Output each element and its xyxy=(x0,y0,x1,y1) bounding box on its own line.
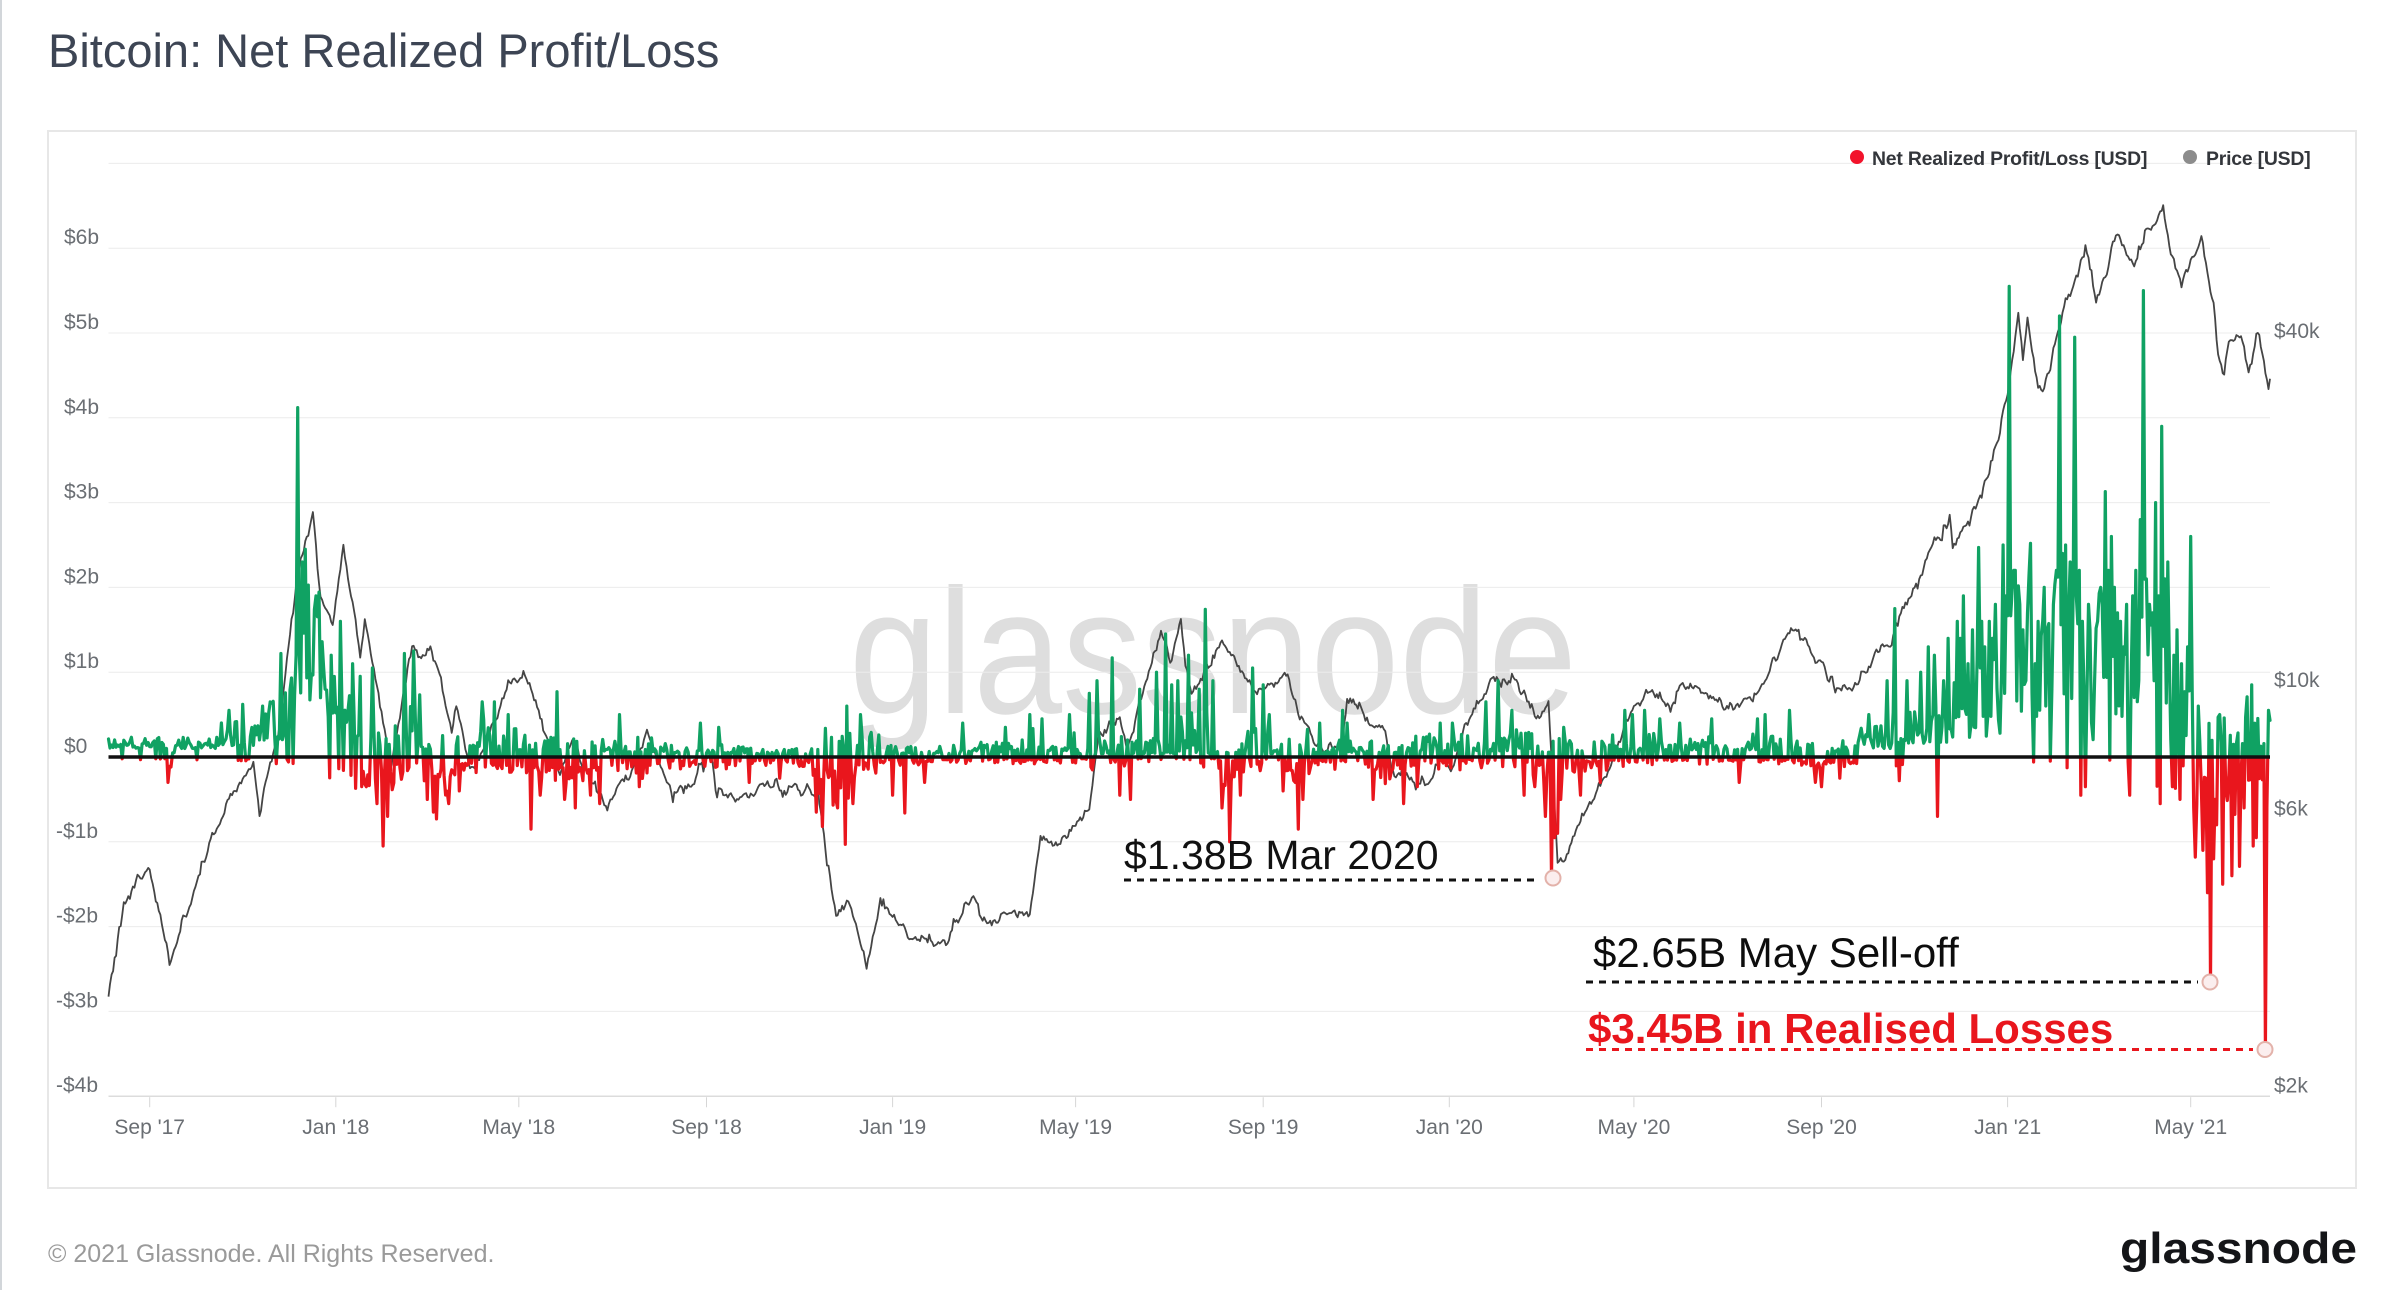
svg-text:$6k: $6k xyxy=(2274,798,2308,821)
svg-text:Sep '18: Sep '18 xyxy=(671,1116,742,1139)
svg-text:-$1b: -$1b xyxy=(56,820,98,843)
svg-text:-$2b: -$2b xyxy=(56,905,98,928)
svg-text:May '18: May '18 xyxy=(482,1116,555,1139)
svg-text:$1.38B Mar 2020: $1.38B Mar 2020 xyxy=(1124,832,1439,878)
svg-text:Net Realized Profit/Loss [USD]: Net Realized Profit/Loss [USD] xyxy=(1872,148,2147,170)
svg-text:$1b: $1b xyxy=(64,650,99,673)
svg-text:May '20: May '20 xyxy=(1597,1116,1670,1139)
svg-text:Jan '19: Jan '19 xyxy=(859,1116,926,1139)
svg-text:$40k: $40k xyxy=(2274,320,2320,343)
svg-text:Price [USD]: Price [USD] xyxy=(2206,148,2310,170)
svg-text:Sep '19: Sep '19 xyxy=(1228,1116,1299,1139)
svg-text:Sep '20: Sep '20 xyxy=(1786,1116,1857,1139)
svg-text:$5b: $5b xyxy=(64,311,99,334)
svg-text:$10k: $10k xyxy=(2274,669,2320,692)
svg-text:$4b: $4b xyxy=(64,396,99,419)
svg-text:$3b: $3b xyxy=(64,481,99,504)
svg-text:May '19: May '19 xyxy=(1039,1116,1112,1139)
svg-text:Bitcoin: Net Realized Profit/L: Bitcoin: Net Realized Profit/Loss xyxy=(48,24,719,77)
svg-text:Jan '20: Jan '20 xyxy=(1416,1116,1483,1139)
svg-text:Sep '17: Sep '17 xyxy=(114,1116,185,1139)
svg-text:© 2021 Glassnode. All Rights R: © 2021 Glassnode. All Rights Reserved. xyxy=(48,1240,494,1268)
svg-text:Jan '18: Jan '18 xyxy=(302,1116,369,1139)
svg-text:glassnode: glassnode xyxy=(2120,1224,2357,1273)
svg-text:May '21: May '21 xyxy=(2154,1116,2227,1139)
svg-text:$0: $0 xyxy=(64,735,87,758)
svg-text:$6b: $6b xyxy=(64,226,99,249)
svg-text:$2.65B May Sell-off: $2.65B May Sell-off xyxy=(1593,929,1959,976)
svg-text:$2b: $2b xyxy=(64,565,99,588)
svg-text:$3.45B in Realised Losses: $3.45B in Realised Losses xyxy=(1588,1005,2113,1052)
svg-text:-$4b: -$4b xyxy=(56,1074,98,1097)
svg-text:-$3b: -$3b xyxy=(56,989,98,1012)
svg-text:$2k: $2k xyxy=(2274,1074,2308,1097)
svg-text:Jan '21: Jan '21 xyxy=(1974,1116,2041,1139)
